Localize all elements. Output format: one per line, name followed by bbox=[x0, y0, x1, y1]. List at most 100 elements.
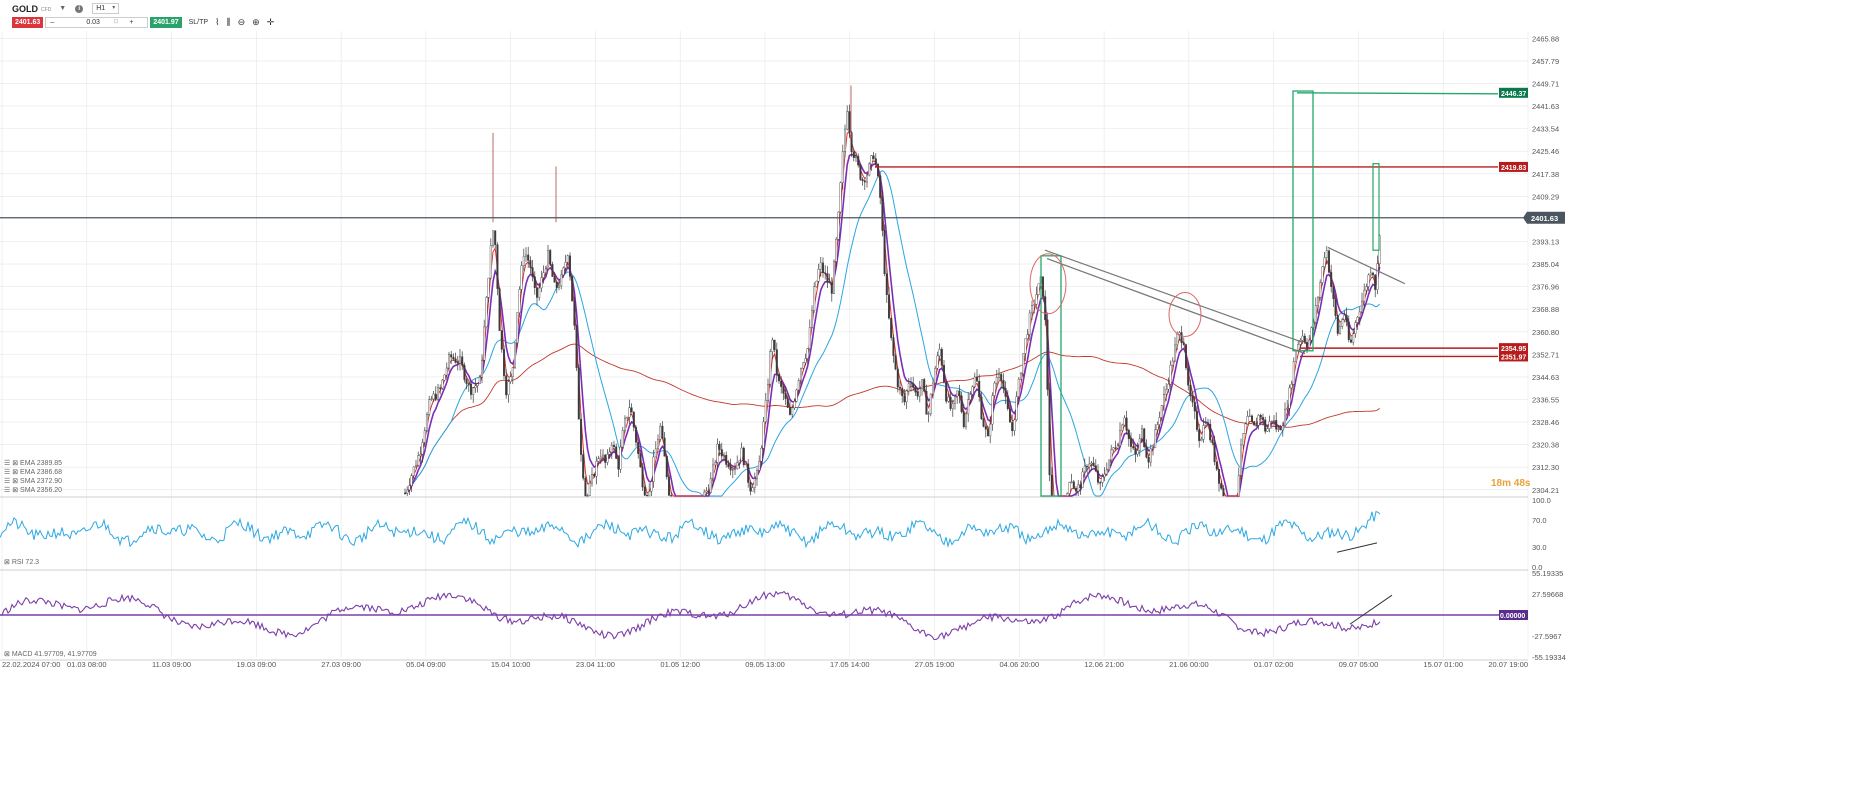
candle-body bbox=[1347, 321, 1350, 340]
candle-body bbox=[582, 454, 585, 479]
calculator-icon[interactable]: ⊡ bbox=[113, 19, 119, 25]
candle-body bbox=[1154, 429, 1157, 448]
candle-body bbox=[1314, 305, 1317, 323]
sell-button[interactable]: 2401.63 bbox=[12, 17, 44, 28]
increment-button[interactable]: + bbox=[129, 19, 134, 26]
candle-body bbox=[1079, 484, 1082, 488]
candle-body bbox=[459, 356, 462, 364]
candle-body bbox=[877, 163, 880, 176]
candle-body bbox=[639, 453, 642, 468]
candle-body bbox=[813, 286, 816, 311]
symbol-name[interactable]: GOLD bbox=[12, 3, 38, 14]
candle-body bbox=[707, 490, 710, 493]
candle-body bbox=[1281, 425, 1284, 431]
candle-body bbox=[536, 287, 539, 298]
candle-body bbox=[835, 239, 838, 262]
candle-body bbox=[661, 425, 664, 439]
candle-body bbox=[1349, 339, 1352, 343]
candle-body bbox=[817, 268, 820, 282]
candle-body bbox=[1371, 272, 1374, 276]
info-icon[interactable]: i bbox=[75, 4, 84, 13]
macd-current-badge: 0.00000 bbox=[1500, 613, 1525, 620]
time-tick-label: 11.03 09:00 bbox=[152, 660, 191, 669]
zoom-out-icon[interactable]: ⊖ bbox=[237, 17, 246, 27]
candle-body bbox=[1011, 422, 1014, 432]
time-tick-label: 22.02.2024 07:00 bbox=[2, 660, 60, 669]
candle-body bbox=[1275, 420, 1278, 430]
indicator-rsi[interactable]: ⊠ RSI 72.3 bbox=[4, 559, 40, 566]
candle-body bbox=[617, 458, 620, 470]
current-price-badge: 2401.63 bbox=[1531, 214, 1558, 223]
candle-body bbox=[1107, 459, 1110, 471]
candle-body bbox=[993, 382, 996, 396]
indicator-macd[interactable]: ⊠ MACD 41.97709, 41.97709 bbox=[4, 651, 97, 658]
timeframe-select[interactable]: H1 ▾ bbox=[92, 3, 120, 14]
candles-icon[interactable]: ⫼ bbox=[226, 17, 231, 27]
price-tick-label: 2328.46 bbox=[1532, 418, 1559, 427]
candle-body bbox=[549, 250, 552, 265]
quantity-stepper[interactable]: – 0.03 ⊡ + bbox=[45, 17, 149, 28]
price-tick-label: 2312.30 bbox=[1532, 463, 1559, 472]
candle-body bbox=[828, 281, 831, 283]
candle-body bbox=[943, 364, 946, 383]
candle-body bbox=[465, 379, 468, 384]
chart-canvas[interactable]: 100.0 70.0 30.0 0.0 55.19335 27.59668 -27.596… bbox=[0, 0, 1568, 670]
candle-body bbox=[417, 455, 420, 466]
candle-body bbox=[894, 355, 897, 370]
candle-body bbox=[720, 449, 723, 457]
ellipse-drawing bbox=[1029, 253, 1067, 315]
time-tick-label: 01.07 02:00 bbox=[1254, 660, 1294, 669]
indicator-ema-2[interactable]: ☰ ⊠ EMA 2386.68 bbox=[4, 469, 63, 476]
indicator-ema-1[interactable]: ☰ ⊠ EMA 2389.85 bbox=[4, 460, 63, 467]
candle-body bbox=[890, 317, 893, 338]
candle-body bbox=[525, 254, 528, 257]
candle-countdown: 18m 48s bbox=[1491, 478, 1531, 489]
price-tick-label: 2441.63 bbox=[1532, 102, 1559, 111]
candle-body bbox=[969, 394, 972, 400]
candle-body bbox=[432, 393, 435, 400]
candle-body bbox=[542, 272, 545, 278]
price-tick-label: 2304.21 bbox=[1532, 486, 1559, 495]
candle-body bbox=[474, 385, 477, 389]
crosshair-icon[interactable]: ✛ bbox=[266, 17, 275, 27]
ema-slow-line bbox=[404, 153, 1381, 497]
candle-body bbox=[648, 491, 651, 497]
candle-body bbox=[872, 155, 875, 159]
candle-body bbox=[562, 267, 565, 276]
indicator-sma-1[interactable]: ☰ ⊠ SMA 2372.90 bbox=[4, 478, 63, 485]
candle-body bbox=[1077, 484, 1080, 492]
candlestick-series bbox=[404, 85, 1381, 497]
candle-body bbox=[1090, 462, 1093, 465]
time-tick-label: 15.07 01:00 bbox=[1423, 660, 1463, 669]
decrement-button[interactable]: – bbox=[50, 19, 55, 26]
candle-body bbox=[1345, 315, 1348, 323]
symbol-dropdown-icon[interactable]: ▼ bbox=[59, 5, 67, 12]
candle-body bbox=[555, 282, 558, 288]
candle-body bbox=[1151, 447, 1154, 449]
quantity-input[interactable]: 0.03 bbox=[86, 19, 100, 26]
candle-body bbox=[628, 407, 631, 418]
candle-body bbox=[747, 463, 750, 483]
candle-body bbox=[1028, 312, 1031, 335]
indicator-sma-2[interactable]: ☰ ⊠ SMA 2356.20 bbox=[4, 487, 63, 494]
time-tick-label: 04.06 20:00 bbox=[1000, 660, 1040, 669]
candle-body bbox=[1074, 488, 1077, 492]
candle-body bbox=[899, 386, 902, 389]
candle-body bbox=[991, 395, 994, 425]
candle-body bbox=[643, 486, 646, 496]
trading-chart[interactable]: 100.0 70.0 30.0 0.0 55.19335 27.59668 -27.596… bbox=[0, 0, 1568, 670]
candle-body bbox=[727, 464, 730, 467]
candle-body bbox=[595, 461, 598, 477]
price-tick-label: 2376.96 bbox=[1532, 283, 1559, 292]
candle-body bbox=[1048, 389, 1051, 476]
zoom-in-icon[interactable]: ⊕ bbox=[252, 17, 260, 27]
candle-body bbox=[998, 374, 1001, 378]
sltp-toggle[interactable]: SL/TP bbox=[188, 19, 209, 26]
candle-body bbox=[580, 419, 583, 455]
candle-body bbox=[751, 487, 754, 492]
candle-body bbox=[1105, 469, 1108, 475]
buy-button[interactable]: 2401.97 bbox=[150, 17, 182, 28]
time-tick-label: 01.03 08:00 bbox=[67, 660, 107, 669]
line-chart-icon[interactable]: ⌇ bbox=[215, 17, 220, 27]
chart-drawings[interactable] bbox=[0, 90, 1528, 497]
